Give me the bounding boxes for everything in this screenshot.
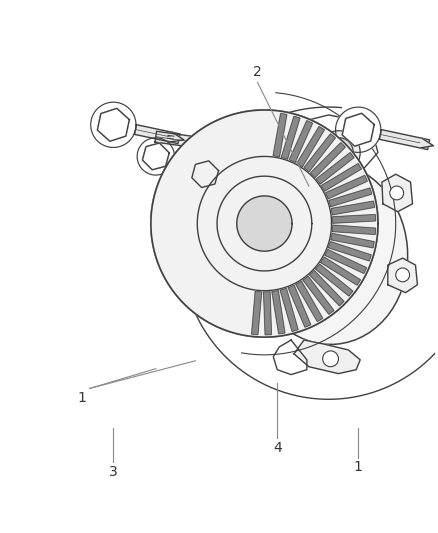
Polygon shape [329,188,372,207]
Polygon shape [273,114,287,157]
Polygon shape [328,241,371,261]
Polygon shape [382,174,413,212]
Circle shape [396,268,410,282]
Polygon shape [237,196,292,251]
Polygon shape [273,114,287,157]
Polygon shape [264,292,272,335]
Text: 3: 3 [109,465,118,479]
Polygon shape [151,110,378,337]
Polygon shape [192,161,219,188]
Polygon shape [332,215,376,223]
Polygon shape [332,215,376,223]
Polygon shape [325,175,367,199]
Polygon shape [311,143,345,177]
Polygon shape [388,258,417,293]
Polygon shape [288,285,311,327]
Polygon shape [310,271,344,306]
Polygon shape [329,188,372,207]
Polygon shape [297,127,325,167]
Polygon shape [137,138,174,175]
Polygon shape [272,290,285,334]
Polygon shape [281,116,300,159]
Polygon shape [311,143,345,177]
Polygon shape [251,292,261,335]
Polygon shape [97,108,129,141]
Polygon shape [296,281,323,321]
Polygon shape [342,114,374,146]
Polygon shape [303,276,334,314]
Polygon shape [97,108,129,141]
Polygon shape [420,138,434,148]
Polygon shape [331,201,374,215]
Polygon shape [173,157,228,180]
Text: 1: 1 [78,391,86,405]
Polygon shape [155,131,308,163]
Polygon shape [280,288,298,332]
Polygon shape [321,257,360,285]
Polygon shape [296,281,323,321]
Polygon shape [290,120,313,163]
Polygon shape [142,143,169,170]
Polygon shape [331,233,374,248]
Polygon shape [315,264,353,296]
Polygon shape [264,292,272,335]
Polygon shape [328,241,371,261]
Polygon shape [325,175,367,199]
Polygon shape [325,249,367,273]
Polygon shape [142,143,169,170]
Polygon shape [222,174,277,198]
Polygon shape [192,161,219,188]
Polygon shape [310,271,344,306]
Circle shape [390,186,404,200]
Polygon shape [237,196,292,251]
Polygon shape [342,114,374,146]
Polygon shape [336,107,381,152]
Polygon shape [251,292,261,335]
Polygon shape [316,152,354,184]
Circle shape [323,351,339,367]
Ellipse shape [250,162,408,344]
Polygon shape [304,134,336,172]
Polygon shape [321,164,361,191]
Polygon shape [281,116,300,159]
Polygon shape [321,164,361,191]
Polygon shape [303,276,334,314]
Polygon shape [325,249,367,273]
Polygon shape [297,151,312,162]
Polygon shape [170,132,184,142]
Polygon shape [288,285,311,327]
Polygon shape [331,201,374,215]
Polygon shape [294,340,360,374]
Text: 4: 4 [273,441,282,455]
Polygon shape [187,156,224,193]
Circle shape [324,138,353,167]
Polygon shape [332,225,376,235]
Text: 1: 1 [354,461,363,474]
Polygon shape [297,127,325,167]
Polygon shape [280,288,298,332]
Polygon shape [267,186,280,196]
Polygon shape [379,130,430,150]
Polygon shape [290,120,313,163]
Polygon shape [91,102,136,148]
Polygon shape [315,264,353,296]
Polygon shape [217,168,231,178]
Circle shape [317,131,360,174]
Polygon shape [316,152,354,184]
Polygon shape [321,257,360,285]
Polygon shape [331,233,374,248]
Text: 2: 2 [253,66,262,79]
Polygon shape [332,225,376,235]
Polygon shape [304,134,336,172]
Polygon shape [151,110,378,337]
Polygon shape [272,290,285,334]
Polygon shape [134,125,180,143]
